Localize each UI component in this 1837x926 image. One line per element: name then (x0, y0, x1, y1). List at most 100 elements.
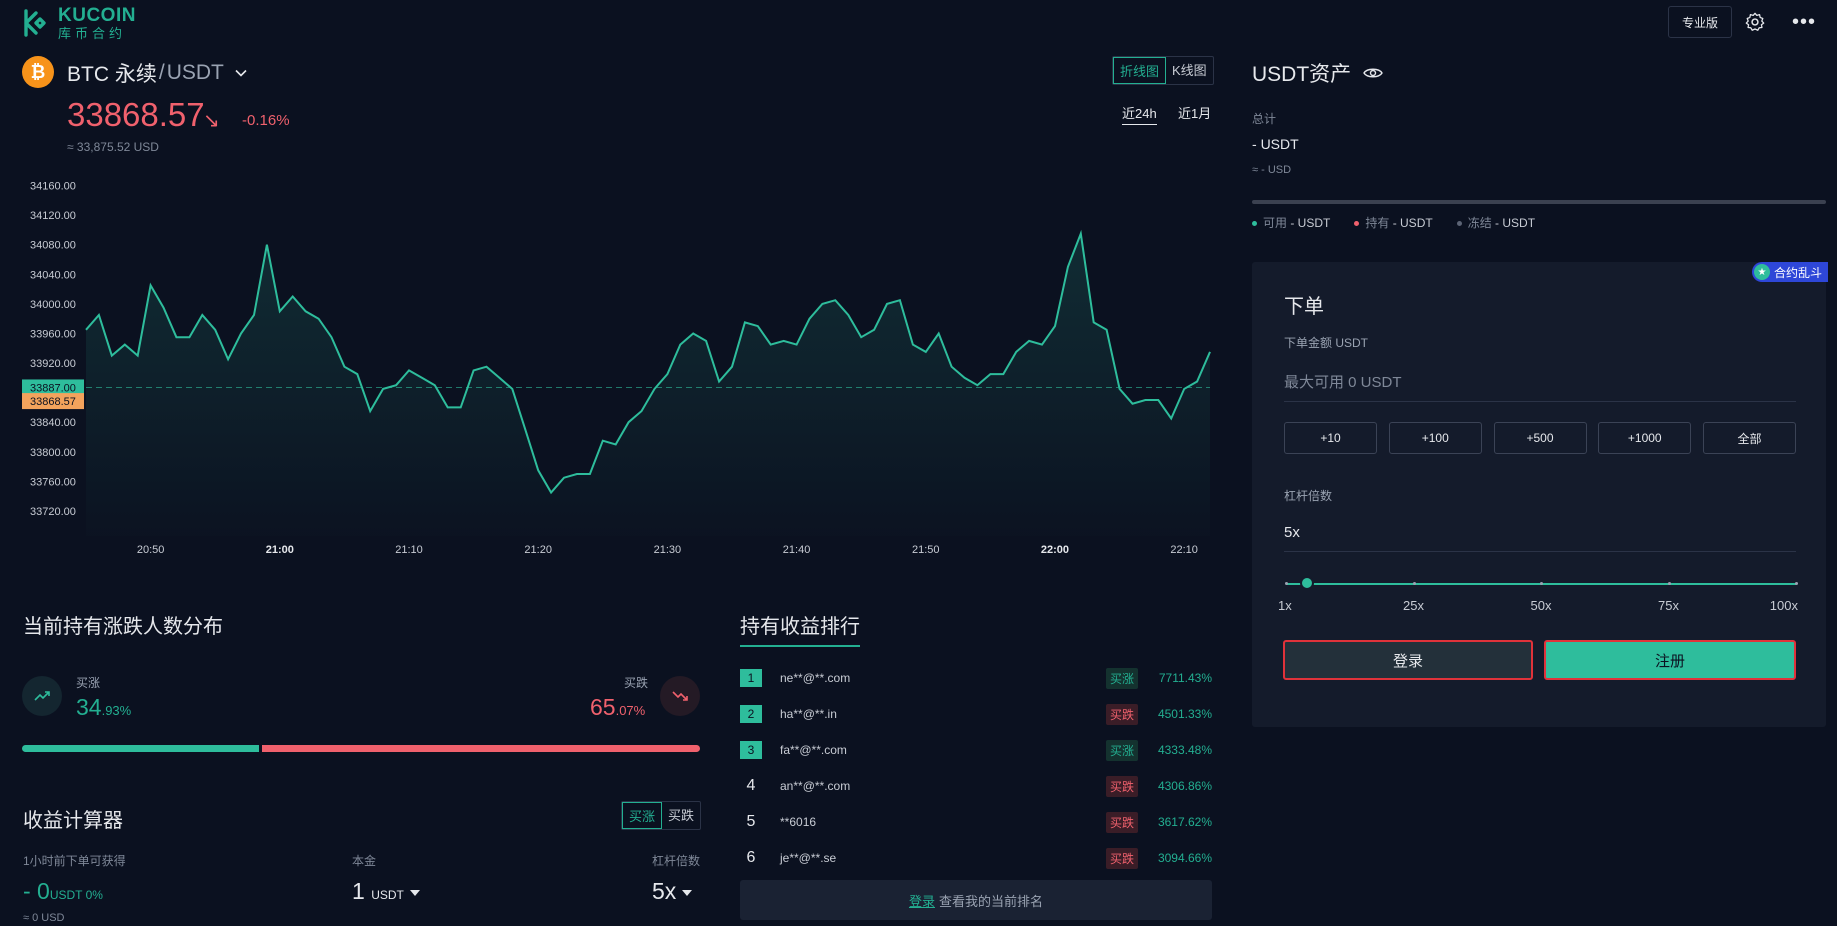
trend-down-icon: ↘ (203, 110, 220, 132)
ranking-row: 6 je**@**.se 买跌 3094.66% (740, 840, 1212, 876)
rank-user: ha**@**.in (780, 707, 837, 721)
rank-user: **6016 (780, 815, 817, 829)
calc-buy-up-tab[interactable]: 买涨 (622, 802, 663, 829)
rank-direction-badge: 买涨 (1105, 739, 1138, 761)
price-change: -0.16% (242, 112, 290, 129)
amount-input[interactable]: 最大可用 0 USDT (1284, 362, 1796, 402)
legend-label: 冻结 (1467, 216, 1496, 230)
y-tick-label: 34160.00 (30, 181, 76, 193)
asset-legend: 可用 - USDT 持有 - USDT 冻结 - USDT (1252, 214, 1535, 231)
range-24h-tab[interactable]: 近24h (1122, 103, 1157, 125)
chart-type-toggle: 折线图 K线图 (1112, 56, 1214, 85)
ranking-login-link[interactable]: 登录 (908, 893, 935, 909)
y-tick-label: 33760.00 (30, 476, 76, 488)
y-tick-label: 34080.00 (30, 240, 76, 252)
asset-title: USDT资产 (1252, 58, 1383, 88)
bear-percentage: 65.07% (590, 694, 646, 720)
usd-approx: ≈ 33,875.52 USD (67, 140, 159, 154)
ranking-login-text: 查看我的当前排名 (939, 893, 1044, 909)
slider-label: 1x (1278, 598, 1292, 613)
promo-badge[interactable]: ★ 合约乱斗 (1752, 262, 1829, 282)
reference-price-tag: 33887.00 (30, 382, 76, 394)
rank-number: 2 (740, 705, 762, 723)
kline-chart-tab[interactable]: K线图 (1172, 63, 1207, 78)
eye-icon[interactable] (1363, 66, 1383, 80)
quick-amount-button[interactable]: +1000 (1598, 422, 1692, 454)
rank-return: 7711.43% (1158, 671, 1212, 685)
y-tick-label: 34120.00 (30, 210, 76, 222)
y-tick-label: 34000.00 (30, 299, 76, 311)
slider-tick (1412, 582, 1416, 585)
legend-value: - USDT (1495, 216, 1536, 230)
bear-label: 买跌 (624, 676, 649, 690)
x-tick-label: 21:20 (524, 544, 552, 556)
price-line (85, 229, 1211, 495)
caret-down-icon (682, 889, 693, 896)
principal-selector[interactable]: 1 USDT (352, 878, 420, 905)
x-tick-label: 20:50 (137, 544, 165, 556)
asset-legend-item: 持有 - USDT (1354, 214, 1433, 231)
legend-value: - USDT (1290, 216, 1331, 230)
more-icon[interactable]: ••• (1792, 11, 1817, 33)
bull-label: 买涨 (76, 676, 101, 690)
quick-amount-button[interactable]: +100 (1388, 422, 1482, 454)
gear-icon[interactable] (1744, 11, 1766, 33)
legend-value: - USDT (1392, 216, 1433, 230)
y-tick-label: 33800.00 (30, 447, 76, 459)
pair-quote: USDT (166, 61, 224, 84)
rank-return: 4306.86% (1157, 779, 1212, 793)
asset-title-text: USDT资产 (1252, 63, 1352, 86)
leverage-slider-handle[interactable] (1299, 576, 1314, 590)
leverage-input[interactable]: 5x (1284, 514, 1796, 552)
register-button[interactable]: 注册 (1544, 640, 1796, 680)
kucoin-logo[interactable]: KUCOIN 库币合约 (22, 6, 136, 40)
asset-legend-item: 可用 - USDT (1252, 214, 1330, 231)
quick-amount-button[interactable]: +500 (1493, 422, 1587, 454)
login-button[interactable]: 登录 (1283, 640, 1533, 680)
line-chart-tab[interactable]: 折线图 (1113, 57, 1167, 84)
earn-value: - 0USDT 0% (23, 878, 103, 904)
quick-amount-row: +10 +100 +500 +1000 全部 (1284, 422, 1796, 454)
rank-direction-badge: 买跌 (1105, 847, 1138, 869)
x-axis: 20:50 21:00 21:10 21:20 21:30 21:40 21:50 22:00… (137, 544, 1198, 556)
x-tick-label: 22:10 (1170, 544, 1198, 556)
quick-amount-button[interactable]: +10 (1284, 422, 1377, 454)
pro-version-button[interactable]: 专业版 (1668, 6, 1732, 38)
last-price-tag: 33868.57 (30, 396, 76, 408)
ranking-row: 1 ne**@**.com 买涨 7711.43% (740, 660, 1212, 696)
asset-legend-item: 冻结 - USDT (1456, 214, 1536, 231)
pair-selector[interactable]: BTC 永续 / USDT (67, 58, 248, 88)
legend-dot-icon (1252, 221, 1257, 227)
asset-allocation-bar (1252, 200, 1826, 204)
calc-leverage-label: 杠杆倍数 (652, 854, 701, 868)
rank-number: 1 (740, 669, 762, 687)
x-tick-label: 22:00 (1041, 544, 1069, 556)
slider-tick (1795, 582, 1798, 585)
quick-amount-button[interactable]: 全部 (1703, 422, 1796, 454)
ranking-login-prompt: 登录 查看我的当前排名 (740, 880, 1212, 920)
range-1m-tab[interactable]: 近1月 (1178, 106, 1212, 121)
kucoin-logo-icon (24, 9, 46, 37)
calc-buy-down-tab[interactable]: 买跌 (668, 808, 695, 823)
amount-label: 下单金额 USDT (1284, 336, 1369, 350)
x-tick-label: 21:30 (654, 544, 682, 556)
bull-ratio-bar (22, 745, 259, 752)
rank-direction-badge: 买涨 (1105, 667, 1138, 689)
rank-return: 3094.66% (1157, 851, 1212, 865)
rank-return: 4501.33% (1157, 707, 1212, 721)
leverage-label: 杠杆倍数 (1284, 489, 1333, 503)
calc-leverage-selector[interactable]: 5x (652, 878, 693, 905)
asset-usd-approx: ≈ - USD (1252, 164, 1292, 176)
rank-user: ne**@**.com (780, 671, 851, 685)
rank-number: 3 (740, 741, 762, 759)
pair-slash: / (158, 61, 165, 84)
caret-down-icon (409, 889, 420, 896)
y-tick-label: 33960.00 (30, 328, 76, 340)
reference-price-tag-bg (22, 379, 84, 396)
slider-tick (1667, 582, 1671, 585)
rank-user: fa**@**.com (780, 743, 847, 757)
legend-dot-icon (1354, 221, 1360, 227)
rank-return: 3617.62% (1157, 815, 1212, 829)
principal-label: 本金 (352, 854, 377, 868)
ranking-row: 4 an**@**.com 买跌 4306.86% (740, 768, 1212, 804)
